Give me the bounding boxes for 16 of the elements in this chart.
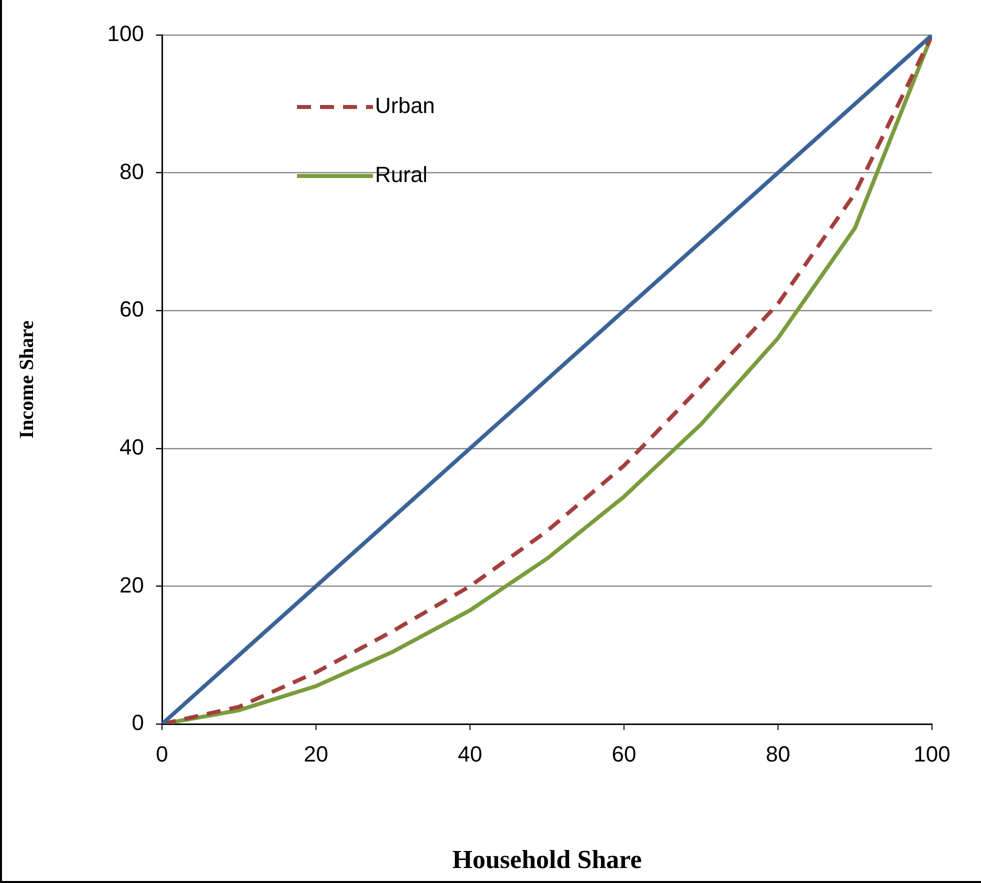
y-tick-label: 100	[107, 21, 144, 46]
x-tick-label: 80	[766, 741, 790, 766]
x-tick-label: 20	[304, 741, 328, 766]
x-tick-label: 100	[914, 741, 950, 766]
y-tick-label: 0	[132, 710, 144, 736]
y-tick-label: 60	[120, 296, 144, 322]
x-tick-label: 60	[612, 741, 636, 766]
x-axis-title: Household Share	[452, 845, 642, 874]
x-tick-label: 0	[156, 741, 168, 766]
y-axis-title: Income Share	[16, 320, 38, 438]
y-tick-label: 20	[120, 572, 144, 598]
y-tick-label: 40	[120, 434, 144, 460]
legend-label: Urban	[375, 93, 435, 118]
legend-label: Rural	[375, 162, 428, 188]
y-tick-label: 80	[120, 158, 144, 184]
x-tick-label: 40	[458, 741, 482, 766]
